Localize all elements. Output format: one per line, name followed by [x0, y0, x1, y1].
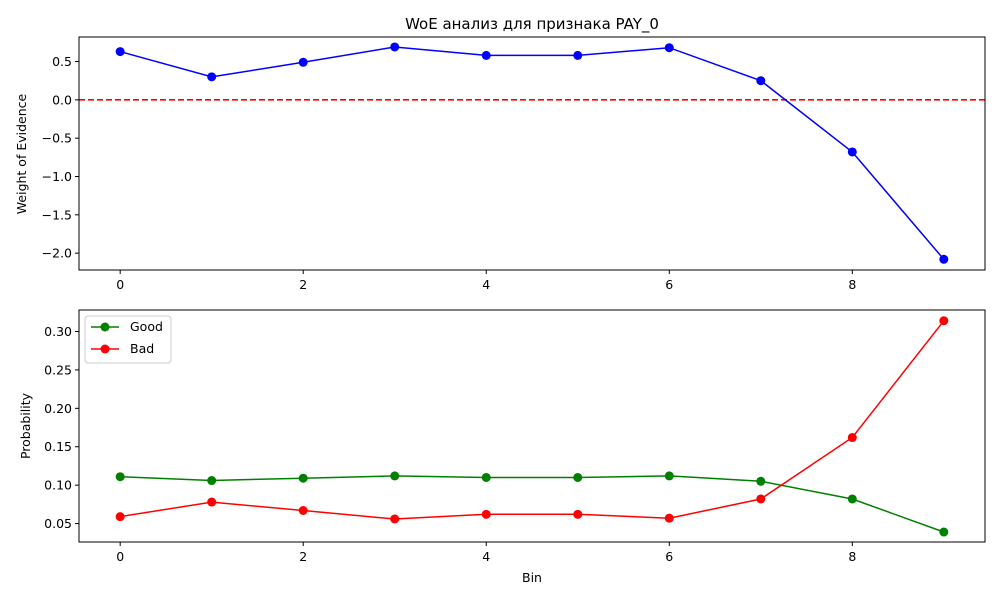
bad-data-point	[756, 494, 766, 504]
bad-data-point	[481, 509, 491, 519]
legend-bad-marker	[100, 344, 110, 354]
x-tick-label: 6	[665, 277, 673, 292]
y-axis-label: Probability	[18, 392, 33, 459]
x-tick-label: 0	[116, 277, 124, 292]
bad-data-point	[207, 497, 217, 507]
y-tick-label: 0.15	[44, 439, 72, 454]
plot-frame	[78, 36, 986, 271]
woe-data-point	[390, 42, 400, 52]
y-tick-label: −1.0	[42, 169, 72, 184]
bad-data-point	[664, 513, 674, 523]
x-tick-label: 2	[299, 277, 307, 292]
legend-bad-label: Bad	[130, 341, 154, 356]
y-tick-label: 0.5	[52, 54, 72, 69]
legend-good-marker	[100, 322, 110, 332]
bad-data-point	[573, 509, 583, 519]
x-tick-label: 6	[665, 549, 673, 564]
y-tick-label: 0.25	[44, 362, 72, 377]
y-tick-label: 0.20	[44, 401, 72, 416]
legend: Good Bad	[84, 315, 172, 364]
good-data-point	[664, 471, 674, 481]
y-tick-label: −0.5	[42, 131, 72, 146]
good-data-point	[207, 476, 217, 486]
good-data-point	[481, 472, 491, 482]
woe-data-point	[939, 254, 949, 264]
woe-data-point	[481, 50, 491, 60]
bad-series-line	[120, 320, 945, 520]
x-tick-label: 4	[482, 277, 490, 292]
good-data-point	[298, 473, 308, 483]
bad-data-point	[298, 506, 308, 516]
y-tick-label: 0.10	[44, 478, 72, 493]
bad-data-point	[390, 514, 400, 524]
y-tick-label: 0.30	[44, 324, 72, 339]
woe-data-point	[298, 57, 308, 67]
woe-panel: WoE анализ для признака PAY_0 Weight of …	[14, 15, 986, 292]
y-tick-label: 0.05	[44, 516, 72, 531]
good-series-line	[120, 475, 945, 533]
good-data-point	[573, 472, 583, 482]
x-tick-label: 2	[299, 549, 307, 564]
plot-frame	[78, 309, 986, 543]
good-data-point	[756, 476, 766, 486]
woe-data-point	[207, 72, 217, 82]
good-data-point	[115, 472, 125, 482]
y-tick-label: −2.0	[42, 246, 72, 261]
x-tick-label: 8	[848, 549, 856, 564]
woe-data-point	[664, 43, 674, 53]
x-tick-label: 8	[848, 277, 856, 292]
chart-title: WoE анализ для признака PAY_0	[405, 15, 659, 34]
x-axis-label: Bin	[522, 570, 542, 585]
x-tick-label: 0	[116, 549, 124, 564]
bad-data-point	[115, 512, 125, 522]
woe-data-point	[115, 47, 125, 57]
woe-data-point	[847, 147, 857, 157]
bad-data-point	[939, 316, 949, 326]
woe-data-point	[756, 76, 766, 86]
y-tick-label: 0.0	[52, 92, 72, 107]
bad-data-point	[847, 433, 857, 443]
woe-series-line	[120, 46, 945, 260]
woe-data-point	[573, 50, 583, 60]
good-data-point	[847, 494, 857, 504]
probability-panel: Probability Bin 0 2 4 6 8 0.05 0.10 0.15 0.20 0.2…	[18, 309, 986, 585]
good-data-point	[390, 471, 400, 481]
y-axis-label: Weight of Evidence	[14, 93, 29, 214]
x-tick-label: 4	[482, 549, 490, 564]
legend-good-label: Good	[130, 319, 163, 334]
y-tick-label: −1.5	[42, 207, 72, 222]
good-data-point	[939, 527, 949, 537]
